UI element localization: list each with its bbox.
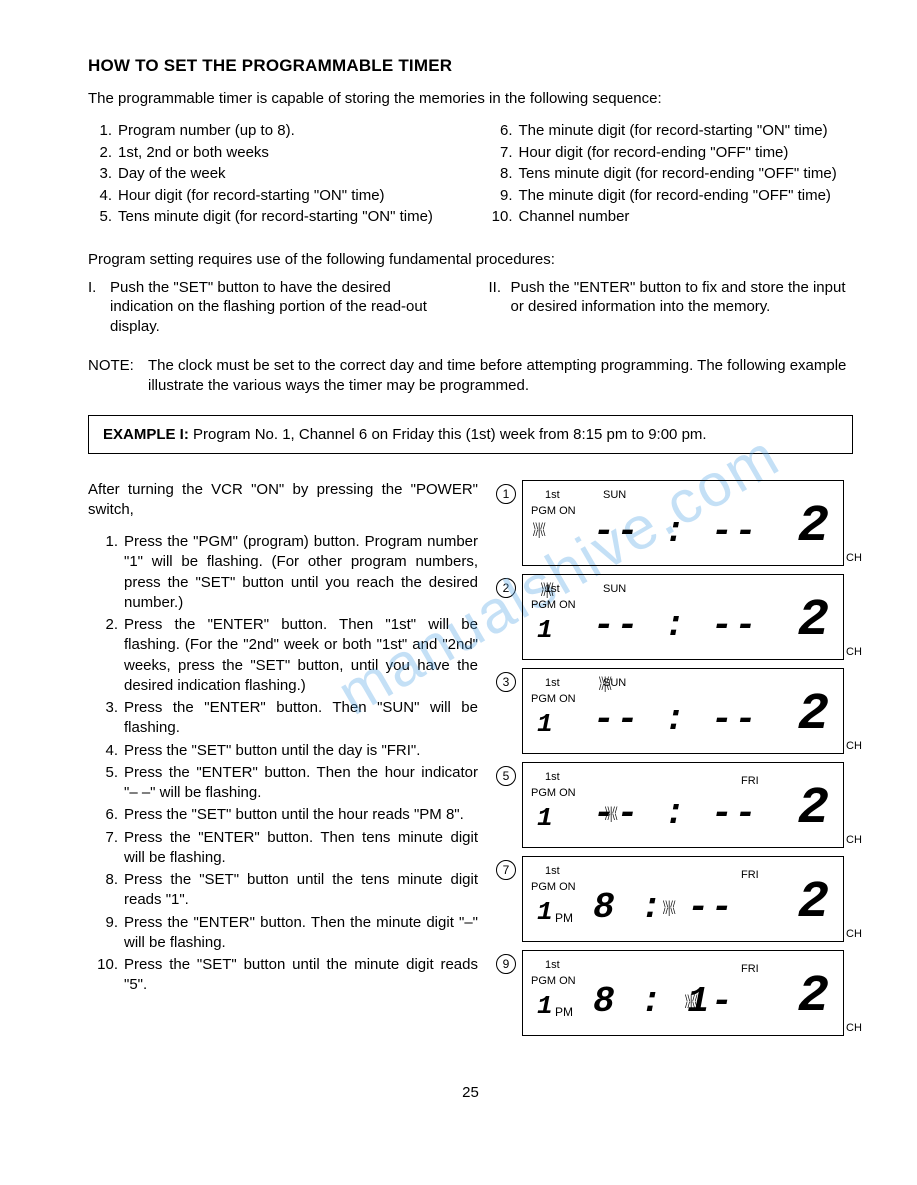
lcd-column: 11stSUNPGM ON-- : --2\\|////|\\CH21stSUN…	[496, 480, 862, 1044]
procedures: I.Push the "SET" button to have the desi…	[88, 278, 853, 337]
step-number-circle: 1	[496, 484, 516, 504]
flash-indicator: \\|////|\\	[663, 899, 675, 914]
sequence-item: 10.Channel number	[489, 207, 854, 227]
lcd-display: 21stSUNPGM ON1-- : --2\\|////|\\CH	[496, 574, 862, 660]
page-number: 25	[88, 1084, 853, 1101]
step-item: 8.Press the "SET" button until the tens …	[88, 870, 478, 911]
flash-indicator: \\|////|\\	[685, 993, 697, 1008]
ch-label: CH	[844, 1022, 862, 1034]
sequence-item: 8.Tens minute digit (for record-ending "…	[489, 164, 854, 184]
procedure-II: Push the "ENTER" button to fix and store…	[511, 278, 854, 337]
ch-label: CH	[844, 646, 862, 658]
flash-indicator: \\|////|\\	[541, 581, 553, 596]
step-item: 5.Press the "ENTER" button. Then the hou…	[88, 763, 478, 804]
sequence-item: 4.Hour digit (for record-starting "ON" t…	[88, 186, 453, 206]
flash-indicator: \\|////|\\	[605, 805, 617, 820]
ch-label: CH	[844, 928, 862, 940]
lcd-display: 31stSUNPGM ON1-- : --2\\|////|\\CH	[496, 668, 862, 754]
procedure-I: Push the "SET" button to have the desire…	[110, 278, 453, 337]
step-item: 2.Press the "ENTER" button. Then "1st" w…	[88, 615, 478, 696]
ch-label: CH	[844, 552, 862, 564]
note: NOTE: The clock must be set to the corre…	[88, 356, 853, 397]
step-number-circle: 2	[496, 578, 516, 598]
step-number-circle: 9	[496, 954, 516, 974]
example-label: EXAMPLE I:	[103, 426, 189, 443]
page-title: HOW TO SET THE PROGRAMMABLE TIMER	[88, 56, 853, 76]
sequence-list: 1.Program number (up to 8).2.1st, 2nd or…	[88, 121, 853, 229]
sequence-item: 3.Day of the week	[88, 164, 453, 184]
sequence-item: 6.The minute digit (for record-starting …	[489, 121, 854, 141]
example-box: EXAMPLE I: Program No. 1, Channel 6 on F…	[88, 415, 853, 454]
sequence-item: 7.Hour digit (for record-ending "OFF" ti…	[489, 143, 854, 163]
sequence-item: 5.Tens minute digit (for record-starting…	[88, 207, 453, 227]
note-label: NOTE:	[88, 356, 148, 397]
procedures-intro: Program setting requires use of the foll…	[88, 251, 853, 268]
steps-list: 1.Press the "PGM" (program) button. Prog…	[88, 532, 478, 996]
sequence-item: 1.Program number (up to 8).	[88, 121, 453, 141]
flash-indicator: \\|////|\\	[533, 521, 545, 536]
lcd-display: 11stSUNPGM ON-- : --2\\|////|\\CH	[496, 480, 862, 566]
sequence-item: 2.1st, 2nd or both weeks	[88, 143, 453, 163]
step-item: 6.Press the "SET" button until the hour …	[88, 805, 478, 825]
example-text: Program No. 1, Channel 6 on Friday this …	[193, 426, 707, 443]
note-text: The clock must be set to the correct day…	[148, 356, 853, 397]
lcd-display: 71stFRIPGM ONPM18 : --2\\|////|\\CH	[496, 856, 862, 942]
step-item: 3.Press the "ENTER" button. Then "SUN" w…	[88, 698, 478, 739]
step-item: 10.Press the "SET" button until the minu…	[88, 955, 478, 996]
step-item: 4.Press the "SET" button until the day i…	[88, 741, 478, 761]
steps-intro: After turning the VCR "ON" by pressing t…	[88, 480, 478, 521]
lcd-display: 51stFRIPGM ON1-- : --2\\|////|\\CH	[496, 762, 862, 848]
step-number-circle: 7	[496, 860, 516, 880]
ch-label: CH	[844, 834, 862, 846]
intro-text: The programmable timer is capable of sto…	[88, 90, 853, 107]
step-item: 7.Press the "ENTER" button. Then tens mi…	[88, 828, 478, 869]
ch-label: CH	[844, 740, 862, 752]
lcd-display: 91stFRIPGM ONPM18 : 1-2\\|////|\\CH	[496, 950, 862, 1036]
step-number-circle: 3	[496, 672, 516, 692]
flash-indicator: \\|////|\\	[599, 675, 611, 690]
step-number-circle: 5	[496, 766, 516, 786]
sequence-item: 9.The minute digit (for record-ending "O…	[489, 186, 854, 206]
step-item: 1.Press the "PGM" (program) button. Prog…	[88, 532, 478, 613]
step-item: 9.Press the "ENTER" button. Then the min…	[88, 913, 478, 954]
